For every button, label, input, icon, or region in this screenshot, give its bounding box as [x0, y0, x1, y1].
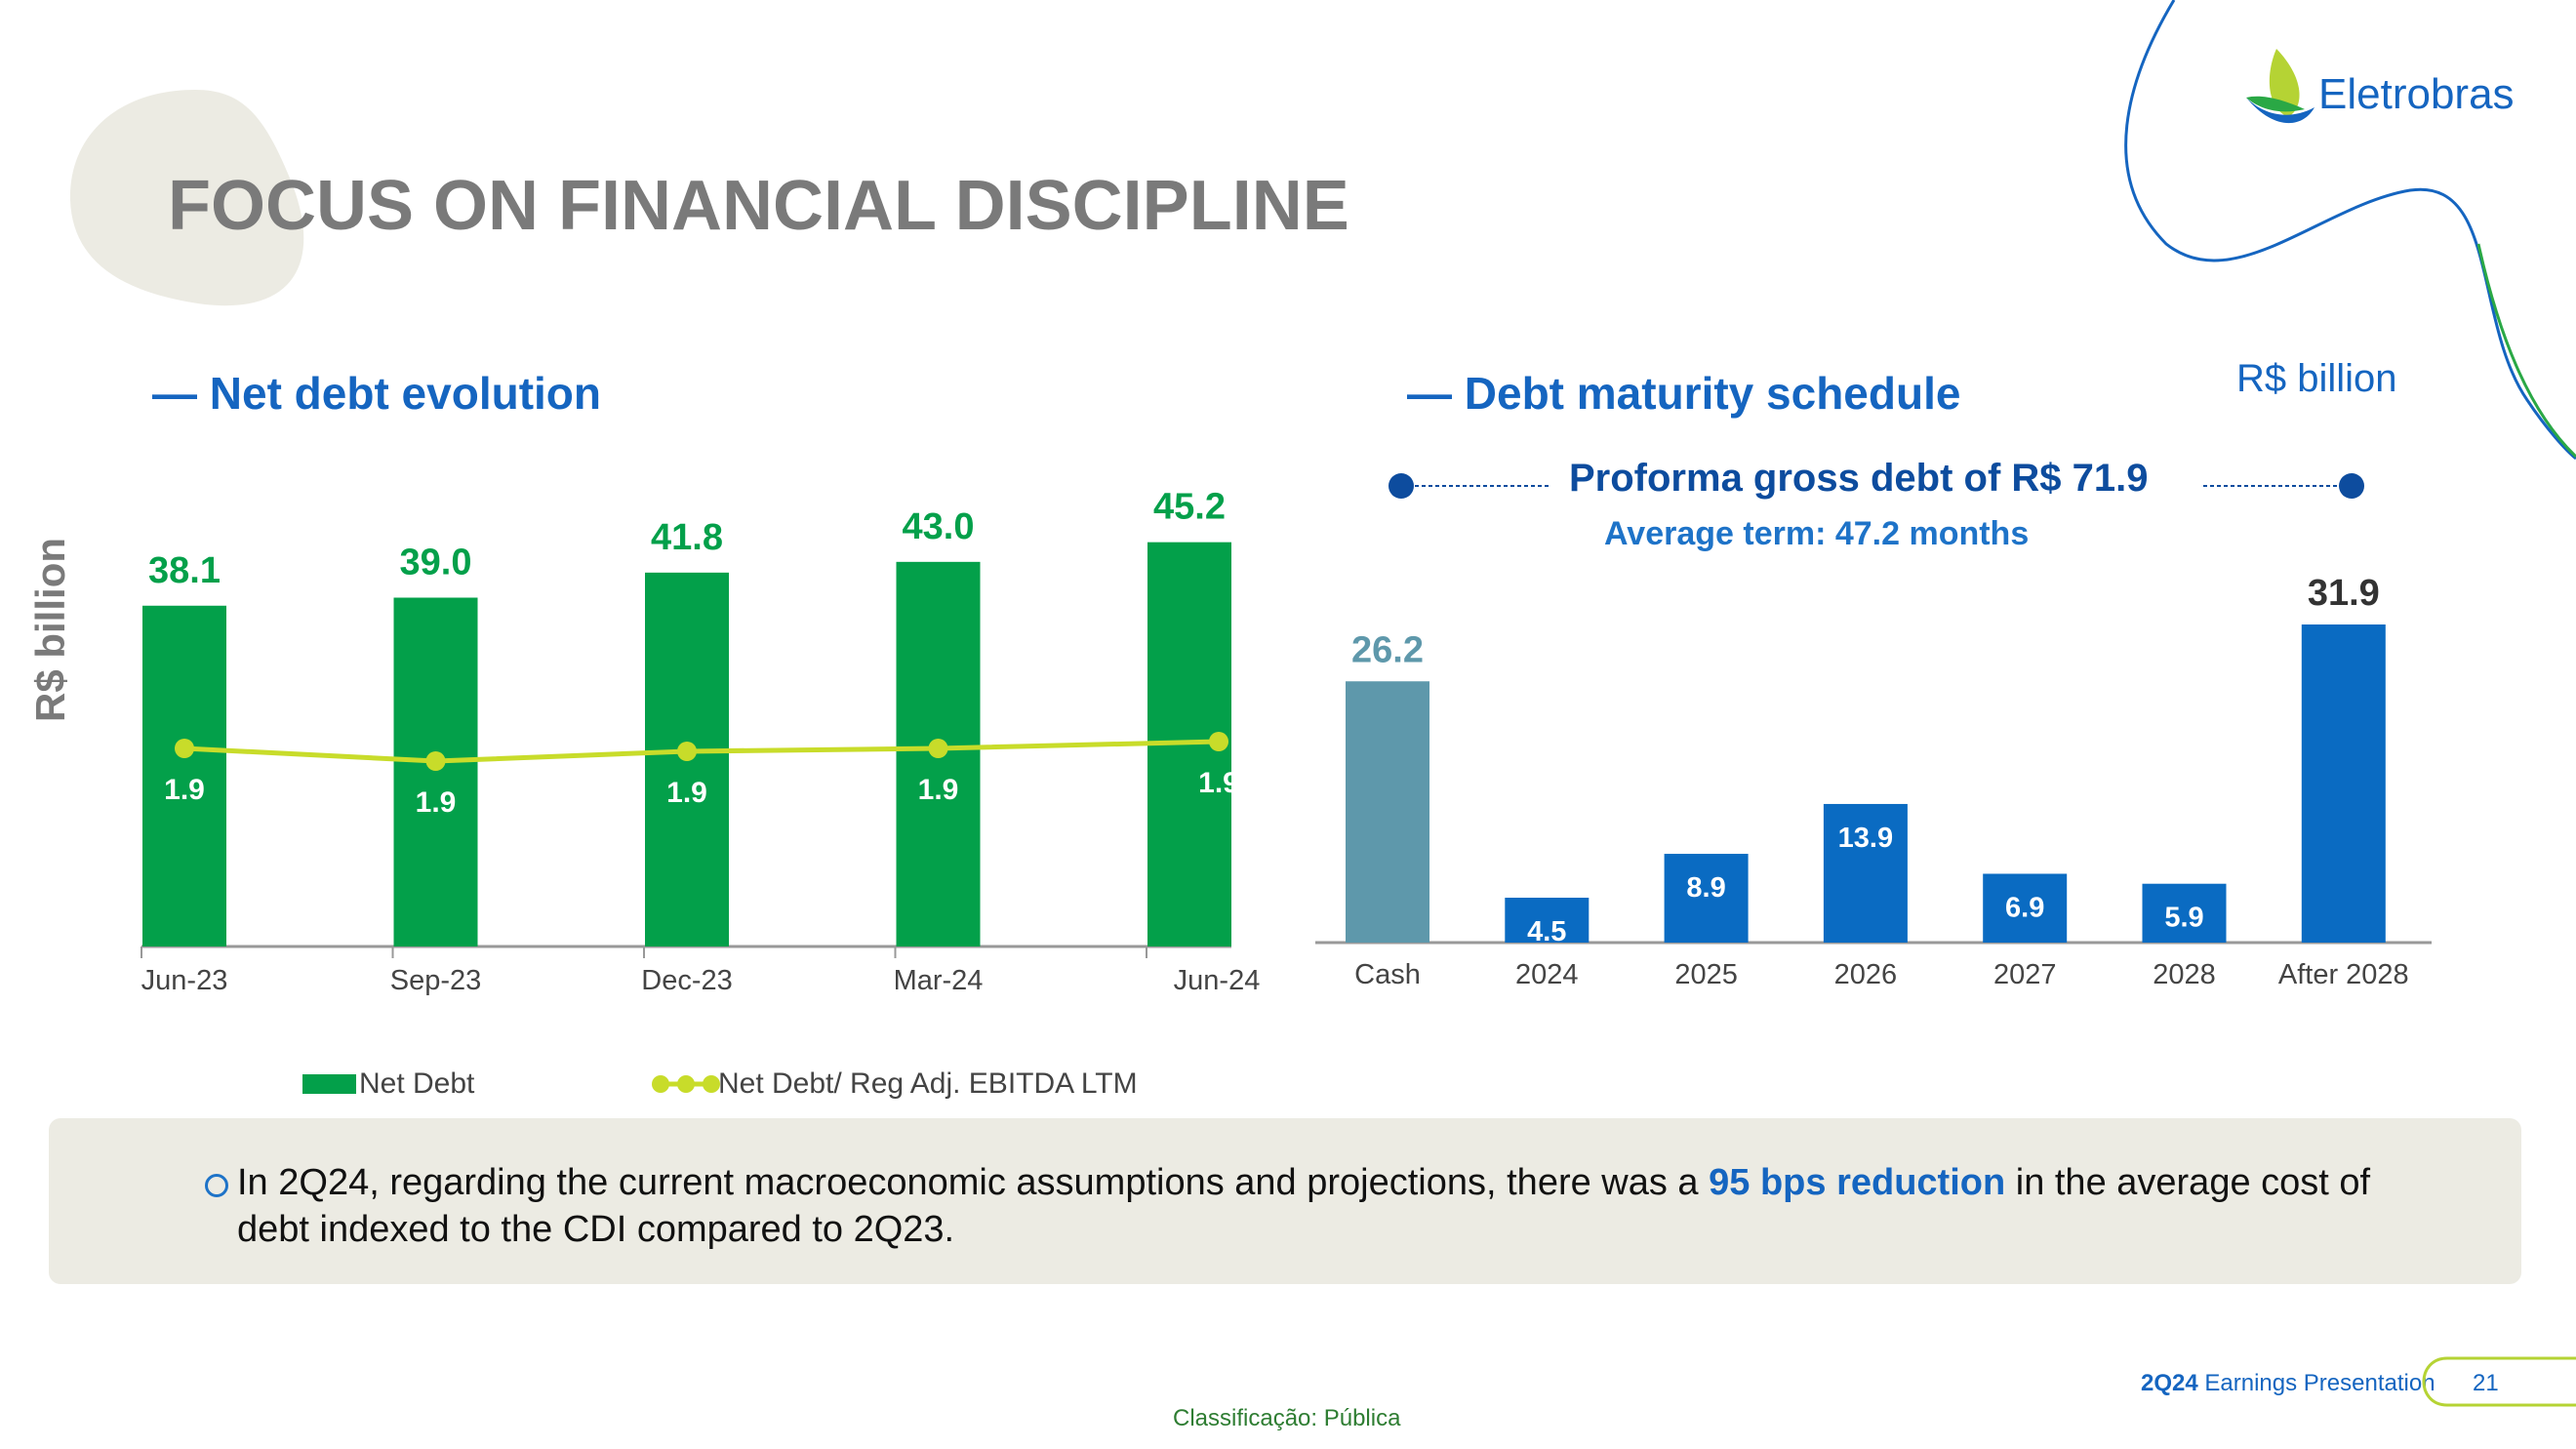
title-blob — [69, 90, 304, 306]
x-tick-label: 2028 — [2153, 959, 2216, 990]
bar-value-label: 39.0 — [400, 543, 472, 584]
bar-value-label: 5.9 — [2164, 903, 2203, 934]
ratio-value-label: 1.9 — [164, 774, 205, 806]
x-tick-label: 2026 — [1834, 959, 1898, 990]
bar-net-debt — [142, 605, 226, 946]
x-tick-label: 2027 — [1993, 959, 2057, 990]
x-tick-label: Mar-24 — [894, 965, 984, 996]
bar-maturity — [1346, 681, 1429, 943]
ratio-point — [1209, 732, 1228, 751]
x-tick-label: Cash — [1354, 959, 1421, 990]
legend-swatch-ratio-dot — [677, 1075, 695, 1093]
x-tick-label: 2025 — [1674, 959, 1738, 990]
ratio-value-label: 1.9 — [666, 777, 707, 809]
bar-value-label: 8.9 — [1686, 872, 1725, 904]
legend-swatch-ratio-dot — [703, 1075, 720, 1093]
decorative-curve — [2124, 0, 2576, 461]
ratio-value-label: 1.9 — [1198, 767, 1239, 799]
connector-dot-right — [2339, 473, 2364, 499]
highlight-box — [49, 1118, 2521, 1284]
x-tick-label: After 2028 — [2278, 959, 2409, 990]
ratio-point — [677, 742, 697, 761]
footer-presentation: 2Q24 Earnings Presentation — [2141, 1370, 2435, 1397]
legend-label-net-debt: Net Debt — [359, 1067, 475, 1100]
bar-maturity — [2142, 883, 2227, 943]
maturity-heading: — Debt maturity schedule — [1407, 368, 1961, 419]
bar-maturity — [1983, 873, 2068, 943]
x-tick-label: Jun-24 — [1174, 965, 1261, 996]
ratio-point — [175, 739, 194, 758]
page-number-pill — [2422, 1356, 2576, 1407]
x-tick-label: Sep-23 — [390, 965, 482, 996]
net-debt-heading: — Net debt evolution — [152, 368, 601, 419]
legend-label-ratio: Net Debt/ Reg Adj. EBITDA LTM — [718, 1067, 1138, 1100]
x-tick-label: 2024 — [1515, 959, 1579, 990]
bullet-highlight: 95 bps reduction — [1709, 1162, 2006, 1203]
bullet-text-after: in the average cost of debt indexed to t… — [237, 1162, 2371, 1250]
proforma-text: Proforma gross debt of R$ 71.9 — [1569, 457, 2149, 500]
footer-text: Earnings Presentation — [2204, 1370, 2435, 1396]
connector-dot-left — [1389, 473, 1414, 499]
decorative-curve-green — [2476, 243, 2576, 459]
average-term-text: Average term: 47.2 months — [1604, 515, 2030, 552]
bar-value-label: 45.2 — [1153, 487, 1226, 528]
x-tick-label: Dec-23 — [641, 965, 733, 996]
bar-maturity — [2301, 624, 2386, 943]
brand-name: Eletrobras — [2318, 70, 2515, 118]
bullet-text: In 2Q24, regarding the current macroecon… — [237, 1159, 2423, 1253]
bullet-text-before: In 2Q24, regarding the current macroecon… — [237, 1162, 1710, 1203]
x-tick-label: Jun-23 — [141, 965, 228, 996]
ratio-value-label: 1.9 — [918, 774, 959, 806]
bar-value-label: 31.9 — [2308, 573, 2380, 614]
bar-value-label: 43.0 — [903, 506, 975, 547]
bar-value-label: 4.5 — [1527, 916, 1566, 947]
unit-label-right: R$ billion — [2236, 357, 2397, 400]
page-number: 21 — [2473, 1370, 2499, 1396]
page-title: FOCUS ON FINANCIAL DISCIPLINE — [168, 167, 1349, 245]
legend-swatch-ratio-dot — [652, 1075, 669, 1093]
bullet-ring-icon — [205, 1174, 228, 1197]
ratio-point — [928, 739, 948, 758]
bar-value-label: 26.2 — [1351, 629, 1424, 670]
eletrobras-logo-icon — [2246, 49, 2314, 124]
bar-value-label: 6.9 — [2005, 892, 2044, 923]
bar-value-label: 41.8 — [651, 517, 723, 558]
bar-value-label: 13.9 — [1838, 823, 1893, 854]
footer-bold: 2Q24 — [2141, 1370, 2198, 1396]
bar-net-debt — [393, 597, 478, 946]
ratio-point — [425, 751, 446, 771]
classification-label: Classificação: Pública — [1173, 1405, 1401, 1431]
bar-maturity — [1505, 898, 1590, 943]
legend-swatch-net-debt — [302, 1074, 356, 1094]
bar-value-label: 38.1 — [148, 550, 221, 591]
bar-maturity — [1664, 854, 1749, 943]
bar-maturity — [1823, 803, 1908, 943]
ratio-value-label: 1.9 — [416, 786, 457, 819]
